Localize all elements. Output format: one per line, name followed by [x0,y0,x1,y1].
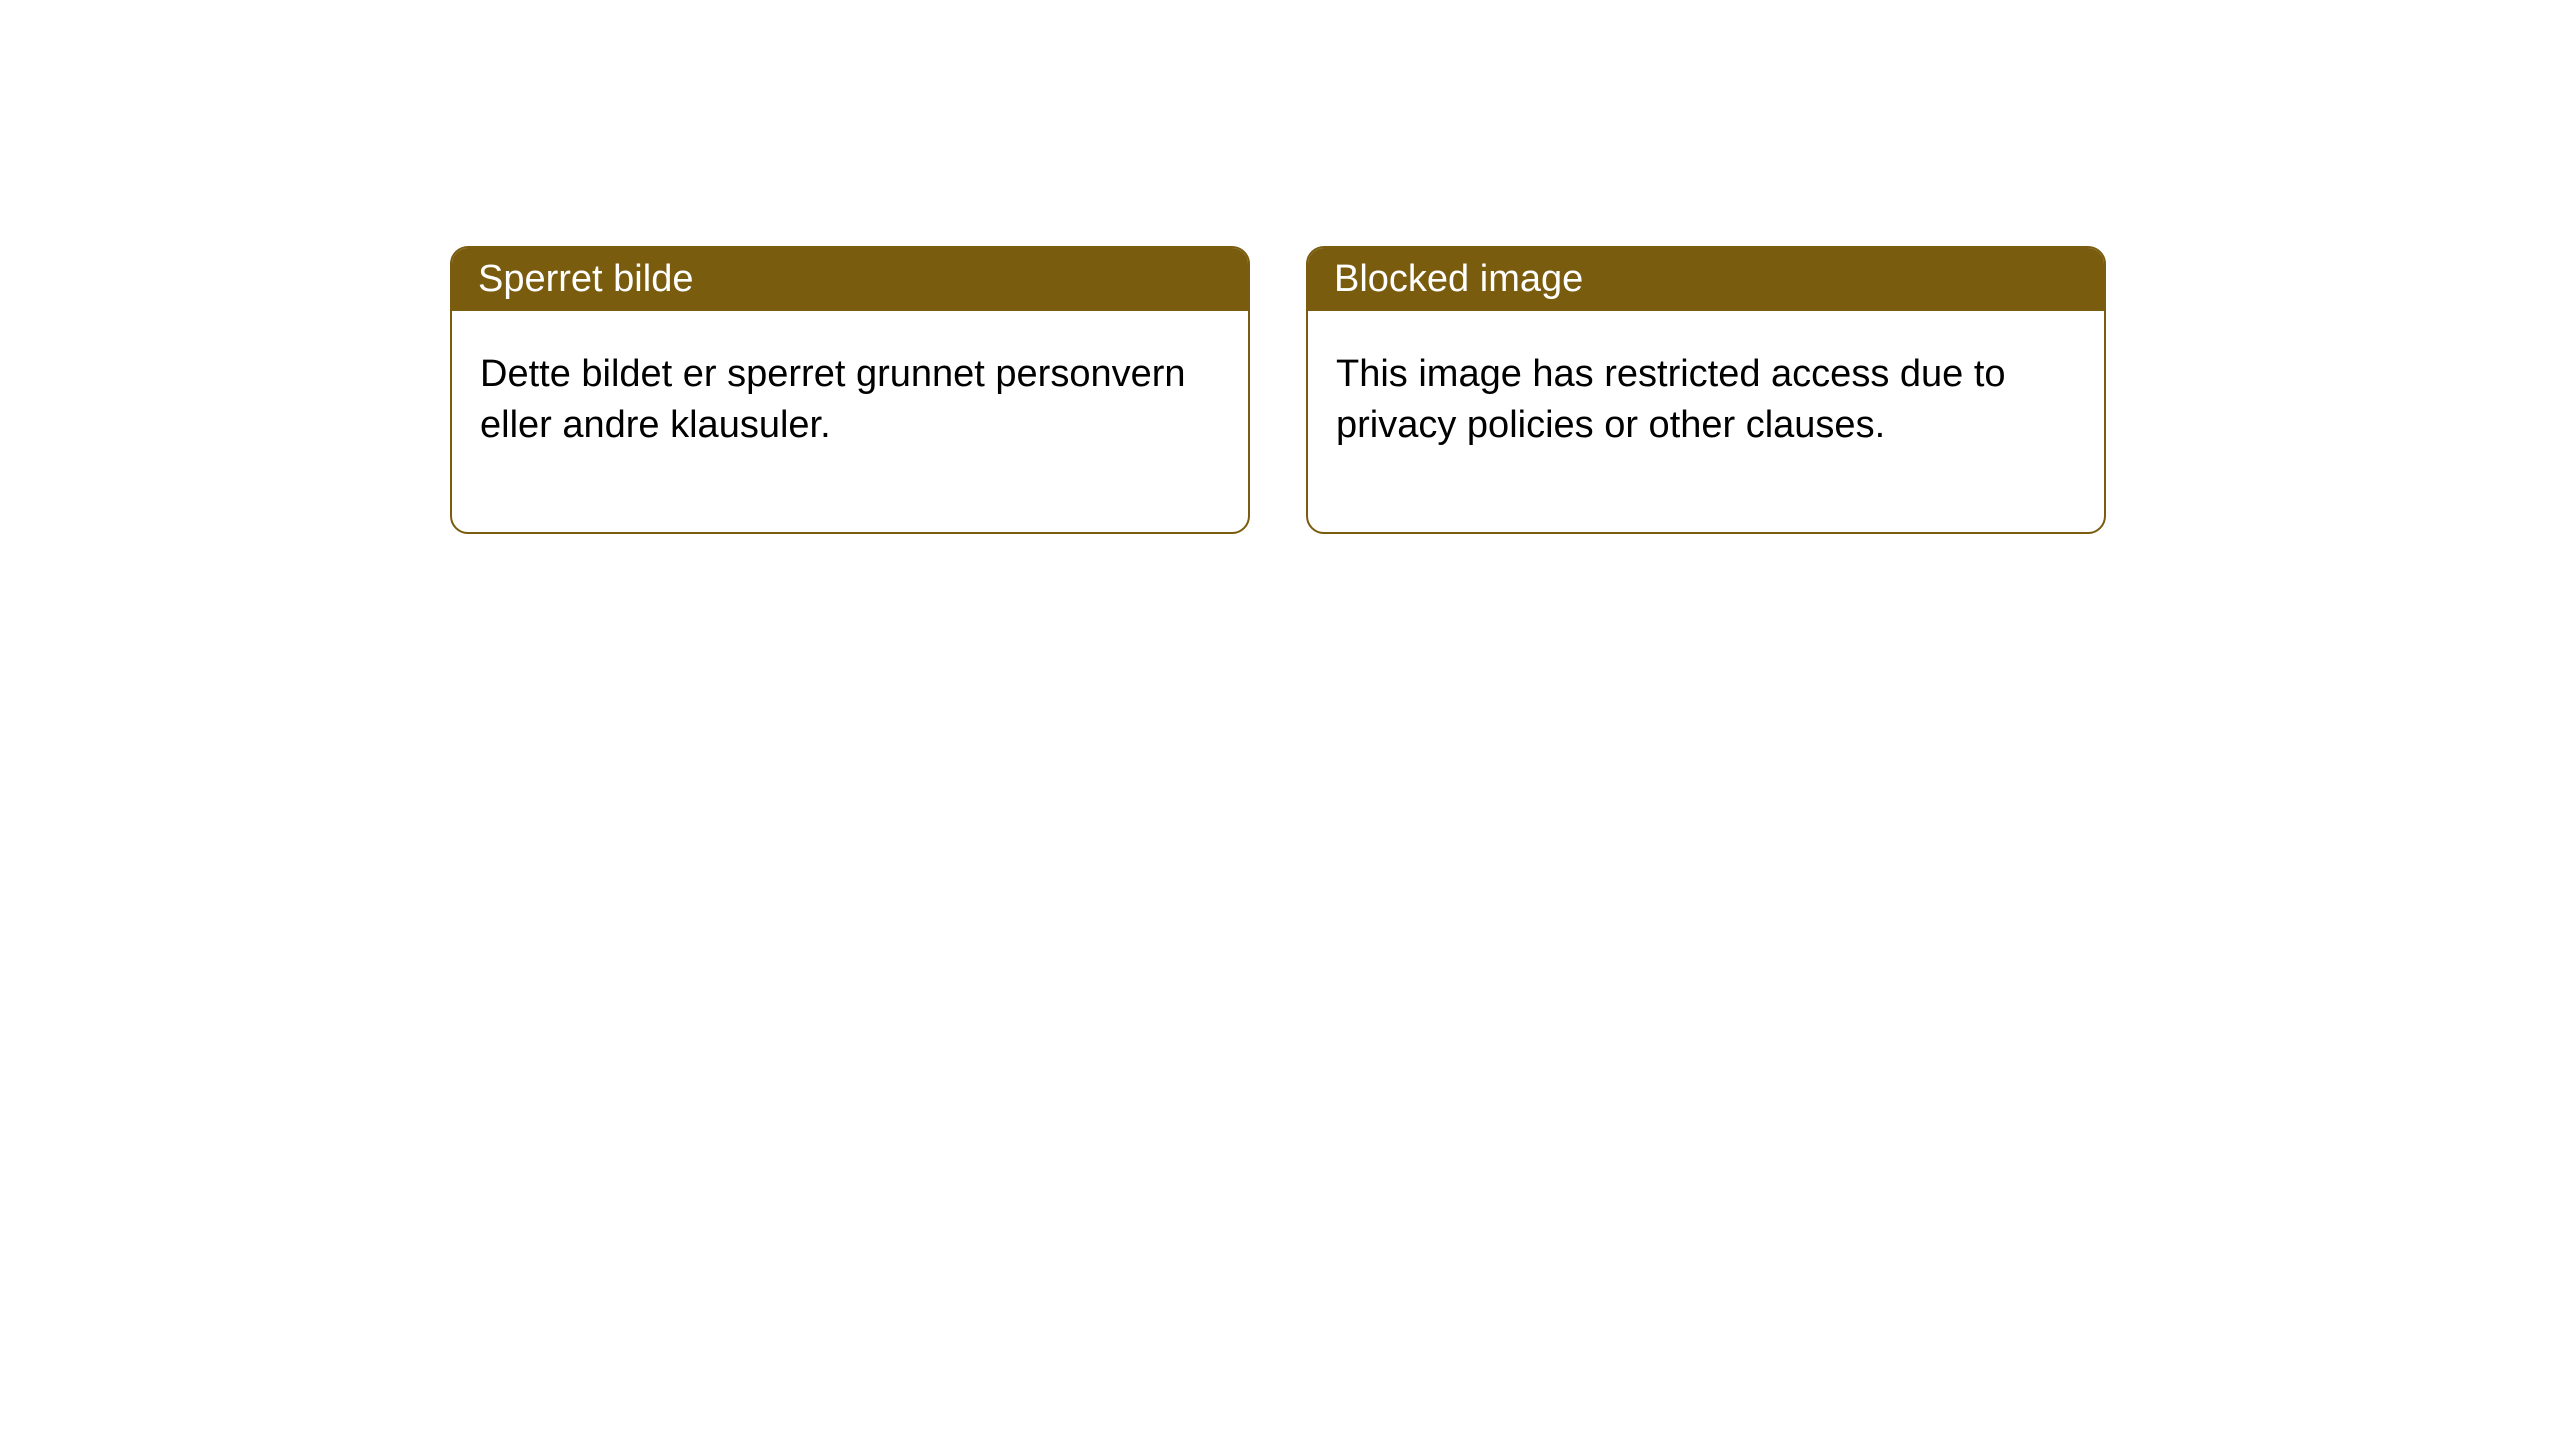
notice-title-norwegian: Sperret bilde [452,248,1248,311]
notice-card-english: Blocked image This image has restricted … [1306,246,2106,534]
notice-body-norwegian: Dette bildet er sperret grunnet personve… [452,311,1248,532]
notice-card-norwegian: Sperret bilde Dette bildet er sperret gr… [450,246,1250,534]
notice-body-english: This image has restricted access due to … [1308,311,2104,532]
notice-title-english: Blocked image [1308,248,2104,311]
notice-container: Sperret bilde Dette bildet er sperret gr… [0,0,2560,534]
